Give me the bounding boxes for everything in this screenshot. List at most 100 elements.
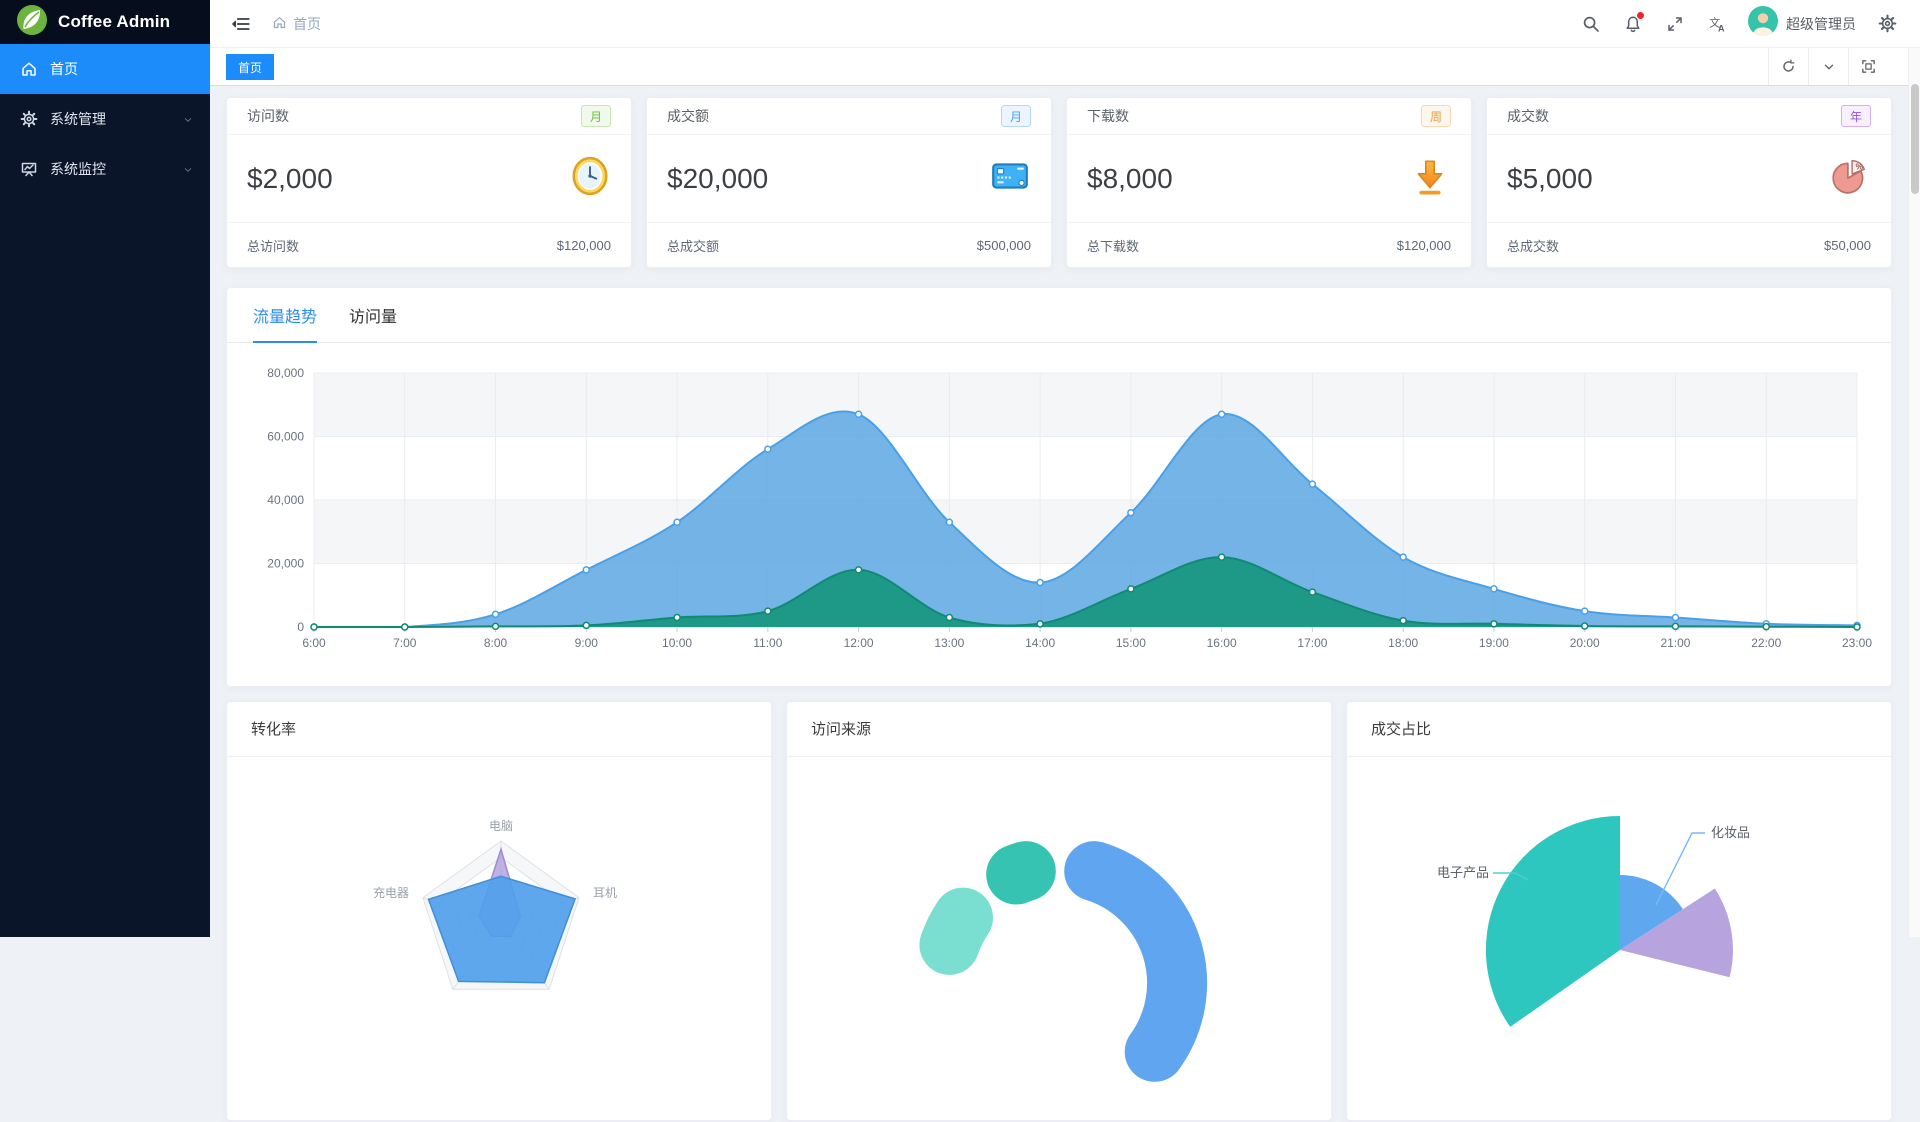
stat-card-header: 下载数 周 (1067, 98, 1471, 135)
stat-card-body: $2,000 (227, 135, 631, 223)
avatar[interactable] (1748, 6, 1778, 41)
credit-card-icon (989, 155, 1031, 197)
stat-foot-value: $500,000 (977, 238, 1031, 253)
bottom-cards-row: 转化率 电脑耳机充电器 访问来源 成交占比 电子产品化妆品 (226, 701, 1892, 1121)
tags-view-bar: 首页 (210, 48, 1908, 86)
fullscreen-icon[interactable] (1658, 0, 1692, 48)
stat-card-0: 访问数 月 $2,000 总访问数 $120,000 (226, 97, 632, 268)
breadcrumb-label[interactable]: 首页 (293, 14, 321, 34)
scrollbar-thumb[interactable] (1911, 84, 1919, 194)
stat-card-header: 成交数 年 (1487, 98, 1891, 135)
stat-value: $5,000 (1507, 163, 1593, 195)
donut-segment-1 (1016, 871, 1026, 874)
blue-area-marker (1128, 510, 1134, 516)
donut-segment-0 (1094, 871, 1177, 1052)
main-content: 访问数 月 $2,000 总访问数 $120,000 成交额 月 $20,000… (210, 86, 1908, 986)
monitor-icon (20, 160, 38, 178)
menu-fold-icon[interactable] (224, 0, 258, 48)
y-tick-label: 80,000 (267, 366, 304, 380)
x-tick-label: 7:00 (393, 636, 417, 650)
pie-label-electronics: 电子产品 (1437, 865, 1489, 880)
donut-chart (787, 757, 1331, 1120)
refresh-icon[interactable] (1768, 48, 1808, 85)
breadcrumb: 首页 (272, 14, 321, 34)
trend-tab-1[interactable]: 访问量 (349, 288, 397, 343)
teal-area-marker (1219, 554, 1225, 560)
sidebar-item-0[interactable]: 首页 (0, 44, 210, 94)
x-tick-label: 21:00 (1660, 636, 1690, 650)
sidebar-item-1[interactable]: 系统管理 (0, 94, 210, 144)
gear-icon (20, 110, 38, 128)
x-tick-label: 18:00 (1388, 636, 1418, 650)
blue-area-marker (1309, 481, 1315, 487)
teal-area-marker (311, 624, 317, 630)
blue-area-marker (674, 519, 680, 525)
chevron-down-icon (182, 164, 194, 176)
rose-slice-0 (1486, 816, 1620, 1027)
stat-card-footer: 总成交额 $500,000 (647, 223, 1051, 267)
y-tick-label: 40,000 (267, 493, 304, 507)
home-icon (20, 60, 38, 78)
conversion-rate-card: 转化率 电脑耳机充电器 (226, 701, 772, 1121)
stat-value: $2,000 (247, 163, 333, 195)
teal-area-marker (946, 614, 952, 620)
radar-axis-label: 充电器 (373, 885, 409, 900)
x-tick-label: 22:00 (1751, 636, 1781, 650)
stat-title: 访问数 (247, 106, 289, 126)
x-tick-label: 17:00 (1297, 636, 1327, 650)
logo-row: Coffee Admin (0, 0, 210, 44)
sidebar-item-label: 系统监控 (50, 159, 182, 179)
stat-card-header: 访问数 月 (227, 98, 631, 135)
blue-area-marker (1037, 580, 1043, 586)
teal-area-marker (1037, 621, 1043, 627)
search-icon[interactable] (1574, 0, 1608, 48)
period-badge: 年 (1841, 105, 1871, 127)
chevron-down-icon (182, 114, 194, 126)
chevron-down-icon (1821, 59, 1837, 75)
maximize-icon (1860, 58, 1877, 75)
sidebar-item-label: 系统管理 (50, 109, 182, 129)
stat-card-header: 成交额 月 (647, 98, 1051, 135)
teal-area-marker (493, 623, 499, 629)
stat-cards-row: 访问数 月 $2,000 总访问数 $120,000 成交额 月 $20,000… (226, 97, 1892, 268)
period-badge: 月 (581, 105, 611, 127)
gear-icon[interactable] (1870, 0, 1904, 48)
stat-foot-value: $120,000 (557, 238, 611, 253)
y-tick-label: 0 (297, 620, 304, 634)
sidebar-item-2[interactable]: 系统监控 (0, 144, 210, 194)
trend-tab-0[interactable]: 流量趋势 (253, 288, 317, 343)
username-label: 超级管理员 (1786, 14, 1856, 34)
x-tick-label: 14:00 (1025, 636, 1055, 650)
blue-area-marker (1582, 608, 1588, 614)
notification-dot (1637, 12, 1644, 19)
user-chip[interactable]: 超级管理员 (1748, 6, 1856, 41)
x-tick-label: 8:00 (484, 636, 508, 650)
coffee-admin-logo-icon (16, 4, 48, 41)
x-tick-label: 9:00 (575, 636, 599, 650)
stat-card-1: 成交额 月 $20,000 总成交额 $500,000 (646, 97, 1052, 268)
stat-foot-label: 总成交额 (667, 236, 719, 255)
y-tick-label: 60,000 (267, 430, 304, 444)
donut-chart-svg (787, 757, 1333, 1122)
vertical-scrollbar[interactable] (1908, 48, 1920, 937)
refresh-icon (1780, 58, 1797, 75)
app-title: Coffee Admin (58, 12, 170, 32)
card-title: 成交占比 (1347, 702, 1891, 757)
x-tick-label: 23:00 (1842, 636, 1872, 650)
percent-glyph: % (1855, 161, 1863, 171)
chevron-down-icon[interactable] (1808, 48, 1848, 85)
x-tick-label: 11:00 (753, 636, 782, 650)
maximize-icon[interactable] (1848, 48, 1888, 85)
radar-chart: 电脑耳机充电器 (227, 757, 771, 1120)
teal-area-marker (765, 608, 771, 614)
stat-card-2: 下载数 周 $8,000 总下载数 $120,000 (1066, 97, 1472, 268)
tab-home[interactable]: 首页 (226, 54, 274, 80)
sidebar-menu: 首页系统管理系统监控 (0, 44, 210, 194)
teal-area-marker (1672, 623, 1678, 629)
bell-icon[interactable] (1616, 0, 1650, 48)
